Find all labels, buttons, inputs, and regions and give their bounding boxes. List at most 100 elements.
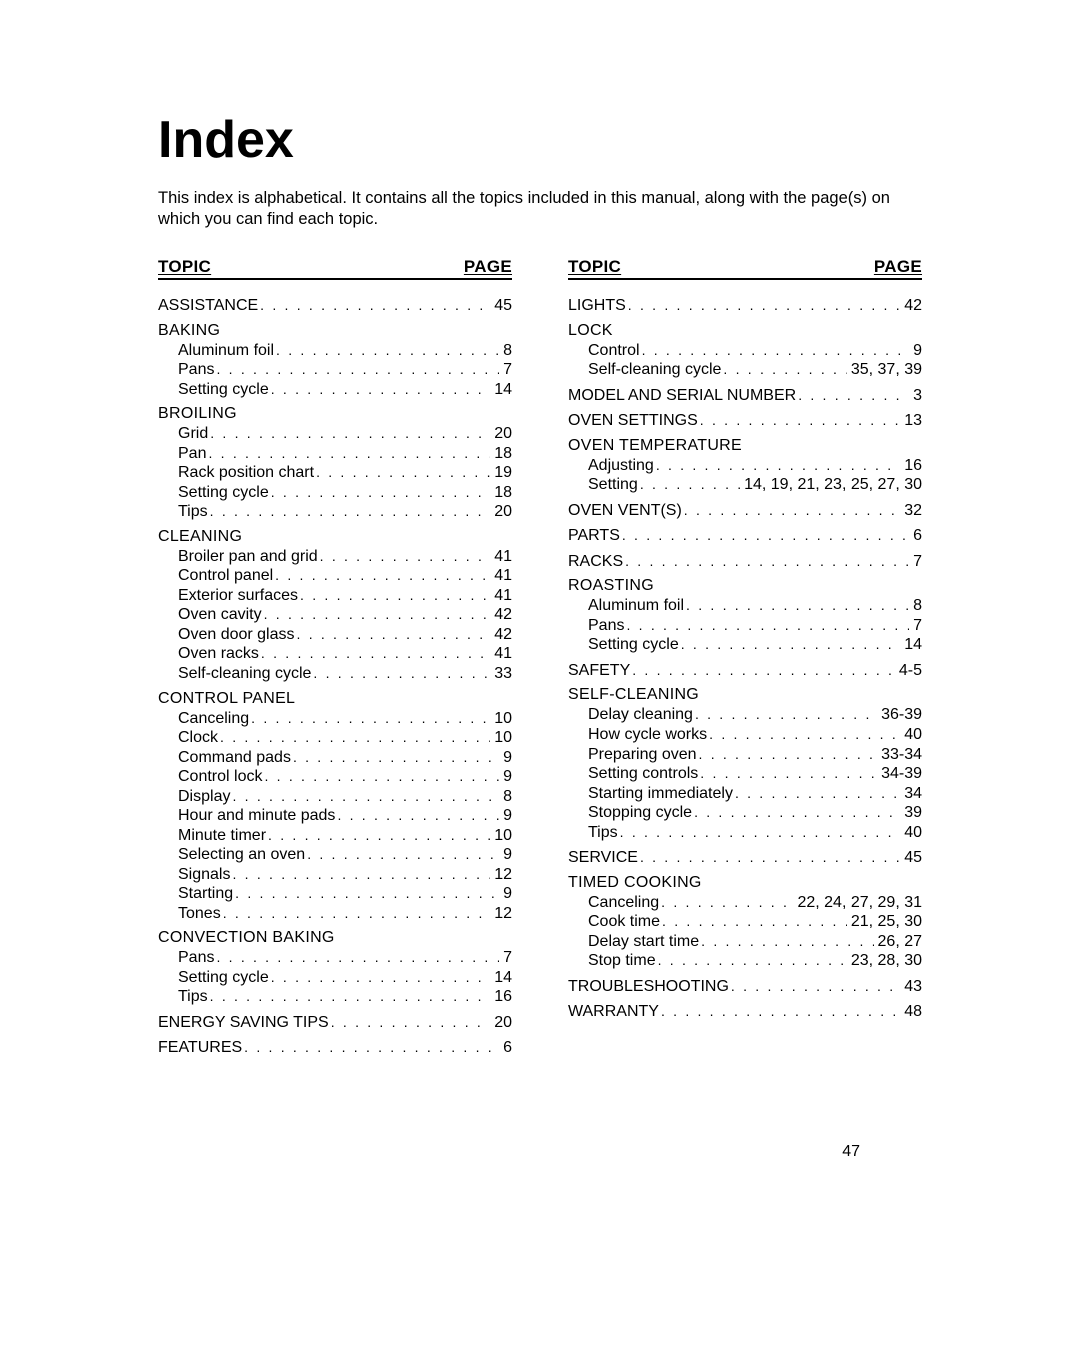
index-entry-label: Stop time [588, 951, 656, 971]
index-entry-pages: 10 [490, 728, 512, 748]
index-entry-sub: Tones. . . . . . . . . . . . . . . . . .… [158, 904, 512, 924]
leader-dots: . . . . . . . . . . . . . . . . . . . . … [291, 749, 499, 766]
index-entry-pages: 14 [900, 635, 922, 655]
index-entry-label: Canceling [588, 893, 659, 913]
leader-dots: . . . . . . . . . . . . . . . . . . . . … [620, 527, 909, 544]
index-entry-pages: 12 [490, 904, 512, 924]
leader-dots: . . . . . . . . . . . . . . . . . . . . … [266, 827, 490, 844]
index-entry-pages: 35, 37, 39 [847, 360, 922, 380]
index-entry-sub: Tips. . . . . . . . . . . . . . . . . . … [158, 502, 512, 522]
index-entry-pages: 18 [490, 444, 512, 464]
index-entry-top: SAFETY. . . . . . . . . . . . . . . . . … [568, 661, 922, 681]
index-entry-label: Selecting an oven [178, 845, 305, 865]
index-entry-pages: 7 [499, 948, 512, 968]
index-entry-pages: 32 [900, 501, 922, 521]
index-section-title: SELF-CLEANING [568, 686, 922, 704]
leader-dots: . . . . . . . . . . . . . . . . . . . . … [659, 894, 793, 911]
leader-dots: . . . . . . . . . . . . . . . . . . . . … [233, 885, 499, 902]
leader-dots: . . . . . . . . . . . . . . . . . . . . … [721, 361, 846, 378]
index-entry-label: Pans [178, 948, 214, 968]
leader-dots: . . . . . . . . . . . . . . . . . . . . … [692, 804, 900, 821]
page: Index This index is alphabetical. It con… [0, 0, 1080, 1361]
index-section-title: BAKING [158, 322, 512, 340]
index-section-title: CONTROL PANEL [158, 690, 512, 708]
leader-dots: . . . . . . . . . . . . . . . . . . . . … [305, 846, 499, 863]
leader-dots: . . . . . . . . . . . . . . . . . . . . … [259, 645, 490, 662]
index-entry-pages: 41 [490, 566, 512, 586]
index-entry-sub: Cook time. . . . . . . . . . . . . . . .… [568, 912, 922, 932]
leader-dots: . . . . . . . . . . . . . . . . . . . . … [258, 297, 490, 314]
index-entry-pages: 4-5 [895, 661, 922, 681]
leader-dots: . . . . . . . . . . . . . . . . . . . . … [626, 297, 900, 314]
leader-dots: . . . . . . . . . . . . . . . . . . . . … [214, 361, 499, 378]
index-entry-pages: 8 [499, 787, 512, 807]
index-entry-sub: Setting. . . . . . . . . . . . . . . . .… [568, 475, 922, 495]
column-header: TOPIC PAGE [158, 257, 512, 280]
index-entry-sub: Setting cycle. . . . . . . . . . . . . .… [158, 968, 512, 988]
index-entry-sub: Pans. . . . . . . . . . . . . . . . . . … [568, 616, 922, 636]
leader-dots: . . . . . . . . . . . . . . . . . . . . … [269, 381, 490, 398]
index-entry-sub: Selecting an oven. . . . . . . . . . . .… [158, 845, 512, 865]
index-entry-label: Oven door glass [178, 625, 295, 645]
index-entry-pages: 42 [900, 296, 922, 316]
index-entry-top: WARRANTY. . . . . . . . . . . . . . . . … [568, 1002, 922, 1022]
index-entry-sub: Tips. . . . . . . . . . . . . . . . . . … [158, 987, 512, 1007]
leader-dots: . . . . . . . . . . . . . . . . . . . . … [697, 746, 878, 763]
index-entry-top: LIGHTS. . . . . . . . . . . . . . . . . … [568, 296, 922, 316]
leader-dots: . . . . . . . . . . . . . . . . . . . . … [208, 425, 490, 442]
index-entry-pages: 9 [499, 845, 512, 865]
index-entry-label: Tips [588, 823, 618, 843]
index-entry-sub: Control panel. . . . . . . . . . . . . .… [158, 566, 512, 586]
leader-dots: . . . . . . . . . . . . . . . . . . . . … [221, 905, 491, 922]
index-entry-label: OVEN VENT(S) [568, 501, 682, 521]
index-entry-label: Clock [178, 728, 218, 748]
leader-dots: . . . . . . . . . . . . . . . . . . . . … [262, 606, 491, 623]
index-entry-label: Control panel [178, 566, 273, 586]
leader-dots: . . . . . . . . . . . . . . . . . . . . … [269, 484, 490, 501]
leader-dots: . . . . . . . . . . . . . . . . . . . . … [262, 768, 499, 785]
index-entry-label: Broiler pan and grid [178, 547, 318, 567]
index-entry-sub: Setting controls. . . . . . . . . . . . … [568, 764, 922, 784]
index-entry-label: PARTS [568, 526, 620, 546]
page-number: 47 [842, 1143, 860, 1161]
leader-dots: . . . . . . . . . . . . . . . . . . . . … [693, 706, 877, 723]
index-section-title: ROASTING [568, 577, 922, 595]
index-entry-label: ENERGY SAVING TIPS [158, 1013, 329, 1033]
index-entry-pages: 34-39 [877, 764, 922, 784]
index-entry-sub: Starting immediately. . . . . . . . . . … [568, 784, 922, 804]
index-column-left: TOPIC PAGE ASSISTANCE. . . . . . . . . .… [158, 257, 512, 1059]
leader-dots: . . . . . . . . . . . . . . . . . . . . … [679, 636, 900, 653]
index-entry-top: TROUBLESHOOTING. . . . . . . . . . . . .… [568, 977, 922, 997]
index-entry-pages: 13 [900, 411, 922, 431]
index-entry-label: Delay cleaning [588, 705, 693, 725]
index-entry-pages: 18 [490, 483, 512, 503]
index-entry-pages: 6 [499, 1038, 512, 1058]
index-entry-sub: Canceling. . . . . . . . . . . . . . . .… [568, 893, 922, 913]
index-entry-pages: 7 [499, 360, 512, 380]
index-entry-sub: Canceling. . . . . . . . . . . . . . . .… [158, 709, 512, 729]
index-entry-pages: 21, 25, 30 [847, 912, 922, 932]
index-entry-label: Canceling [178, 709, 249, 729]
index-entry-pages: 16 [900, 456, 922, 476]
index-entry-sub: Rack position chart. . . . . . . . . . .… [158, 463, 512, 483]
index-entry-label: Aluminum foil [588, 596, 684, 616]
index-entry-label: Exterior surfaces [178, 586, 298, 606]
index-entry-sub: Self-cleaning cycle. . . . . . . . . . .… [158, 664, 512, 684]
index-entry-pages: 41 [490, 644, 512, 664]
index-entry-sub: Preparing oven. . . . . . . . . . . . . … [568, 745, 922, 765]
index-entry-label: Signals [178, 865, 230, 885]
index-entry-top: ENERGY SAVING TIPS. . . . . . . . . . . … [158, 1013, 512, 1033]
leader-dots: . . . . . . . . . . . . . . . . . . . . … [242, 1039, 499, 1056]
index-entry-pages: 43 [900, 977, 922, 997]
index-entry-label: WARRANTY [568, 1002, 659, 1022]
index-entry-pages: 9 [499, 884, 512, 904]
index-entry-label: Pans [178, 360, 214, 380]
index-entry-sub: Starting. . . . . . . . . . . . . . . . … [158, 884, 512, 904]
index-entry-sub: Control lock. . . . . . . . . . . . . . … [158, 767, 512, 787]
index-entry-pages: 8 [909, 596, 922, 616]
index-entry-sub: Command pads. . . . . . . . . . . . . . … [158, 748, 512, 768]
index-entry-pages: 39 [900, 803, 922, 823]
leader-dots: . . . . . . . . . . . . . . . . . . . . … [335, 807, 499, 824]
index-entry-sub: Signals. . . . . . . . . . . . . . . . .… [158, 865, 512, 885]
index-section-title: OVEN TEMPERATURE [568, 437, 922, 455]
